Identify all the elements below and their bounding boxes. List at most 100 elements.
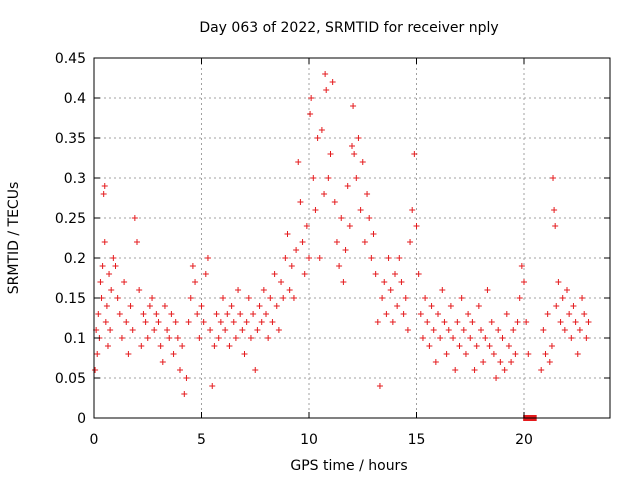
data-point [456,343,463,349]
data-point [568,335,575,341]
chart-title: Day 063 of 2022, SRMTID for receiver npl… [199,20,498,36]
data-point [200,319,207,325]
data-point [280,295,287,301]
data-point [202,271,209,277]
data-point [462,351,469,357]
data-point [310,175,317,181]
data-point [566,311,573,317]
data-point [387,287,394,293]
data-point [435,311,441,317]
data-point [258,319,265,325]
data-point [447,303,454,309]
data-point [101,183,108,189]
data-point [131,215,138,221]
data-point [112,263,119,269]
data-point [493,375,500,381]
data-point [157,343,164,349]
data-point [546,359,553,365]
data-point [183,375,190,381]
data-point [153,311,160,317]
data-point [102,319,109,325]
data-point [557,319,564,325]
data-point [350,103,357,109]
data-point [480,359,487,365]
data-point [306,255,312,261]
data-point [140,311,147,317]
data-point [299,239,306,245]
y-tick-label: 0.35 [55,131,86,147]
data-point [170,351,177,357]
data-point [321,191,328,197]
data-point [155,319,162,325]
data-point [230,319,237,325]
data-point [241,351,248,357]
data-point [542,351,549,357]
data-point [458,295,465,301]
data-point [256,303,263,309]
data-point [553,303,560,309]
data-point [250,311,257,317]
data-point [525,351,532,357]
data-point [411,151,418,157]
y-tick-label: 0 [77,411,86,427]
data-point [467,335,474,341]
data-point [394,303,401,309]
data-point [161,303,168,309]
data-point [351,151,358,157]
data-point [432,359,439,365]
data-point [149,295,156,301]
data-point [97,279,104,285]
data-point [123,319,130,325]
data-point [508,359,515,365]
y-tick-label: 0.3 [64,171,86,187]
data-point [271,271,278,277]
data-point [127,303,134,309]
data-point [404,327,411,333]
data-point [95,311,102,317]
data-point [510,327,517,333]
data-point [213,311,220,317]
data-point [392,271,398,277]
data-point [138,343,145,349]
y-tick-label: 0.2 [64,251,86,267]
data-point [361,239,368,245]
data-point [454,319,461,325]
data-point [181,391,188,397]
data-point [260,287,267,293]
y-axis-label: SRMTID / TECUs [6,182,22,295]
data-point [570,303,577,309]
data-point [192,279,199,285]
data-point [185,319,192,325]
data-point [331,199,338,205]
data-point [574,351,581,357]
data-point [523,319,530,325]
data-point [329,79,336,85]
data-point [312,207,319,213]
data-point [374,319,381,325]
data-point [106,271,113,277]
data-point [518,263,525,269]
data-point [478,327,484,333]
data-point [189,263,196,269]
data-point [235,287,242,293]
data-point [211,343,218,349]
data-point [475,303,482,309]
data-point [512,351,519,357]
data-point [548,343,555,349]
data-point [114,295,121,301]
data-point [322,71,329,77]
data-point [471,367,478,373]
data-point [168,311,175,317]
data-point [368,255,375,261]
data-point [142,319,149,325]
data-point [307,111,314,117]
data-point [239,327,246,333]
data-point [286,287,293,293]
data-point [516,295,523,301]
data-point [430,327,437,333]
data-point [357,207,364,213]
data-point [243,319,250,325]
data-point [110,255,117,261]
data-point [561,327,568,333]
data-point [254,327,261,333]
